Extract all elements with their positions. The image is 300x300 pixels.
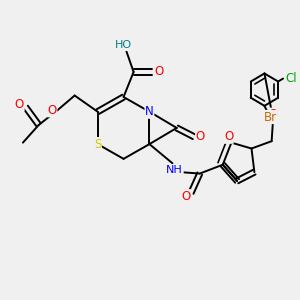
- Text: NH: NH: [167, 165, 183, 175]
- Text: O: O: [268, 108, 278, 121]
- Text: O: O: [48, 104, 57, 117]
- Text: Br: Br: [264, 110, 277, 124]
- Text: S: S: [94, 138, 101, 151]
- Text: O: O: [181, 190, 190, 203]
- Text: HO: HO: [115, 40, 132, 50]
- Text: O: O: [15, 98, 24, 111]
- Text: O: O: [196, 130, 205, 143]
- Text: N: N: [145, 105, 154, 118]
- Text: O: O: [224, 130, 233, 143]
- Text: O: O: [154, 65, 163, 79]
- Text: Cl: Cl: [286, 72, 298, 85]
